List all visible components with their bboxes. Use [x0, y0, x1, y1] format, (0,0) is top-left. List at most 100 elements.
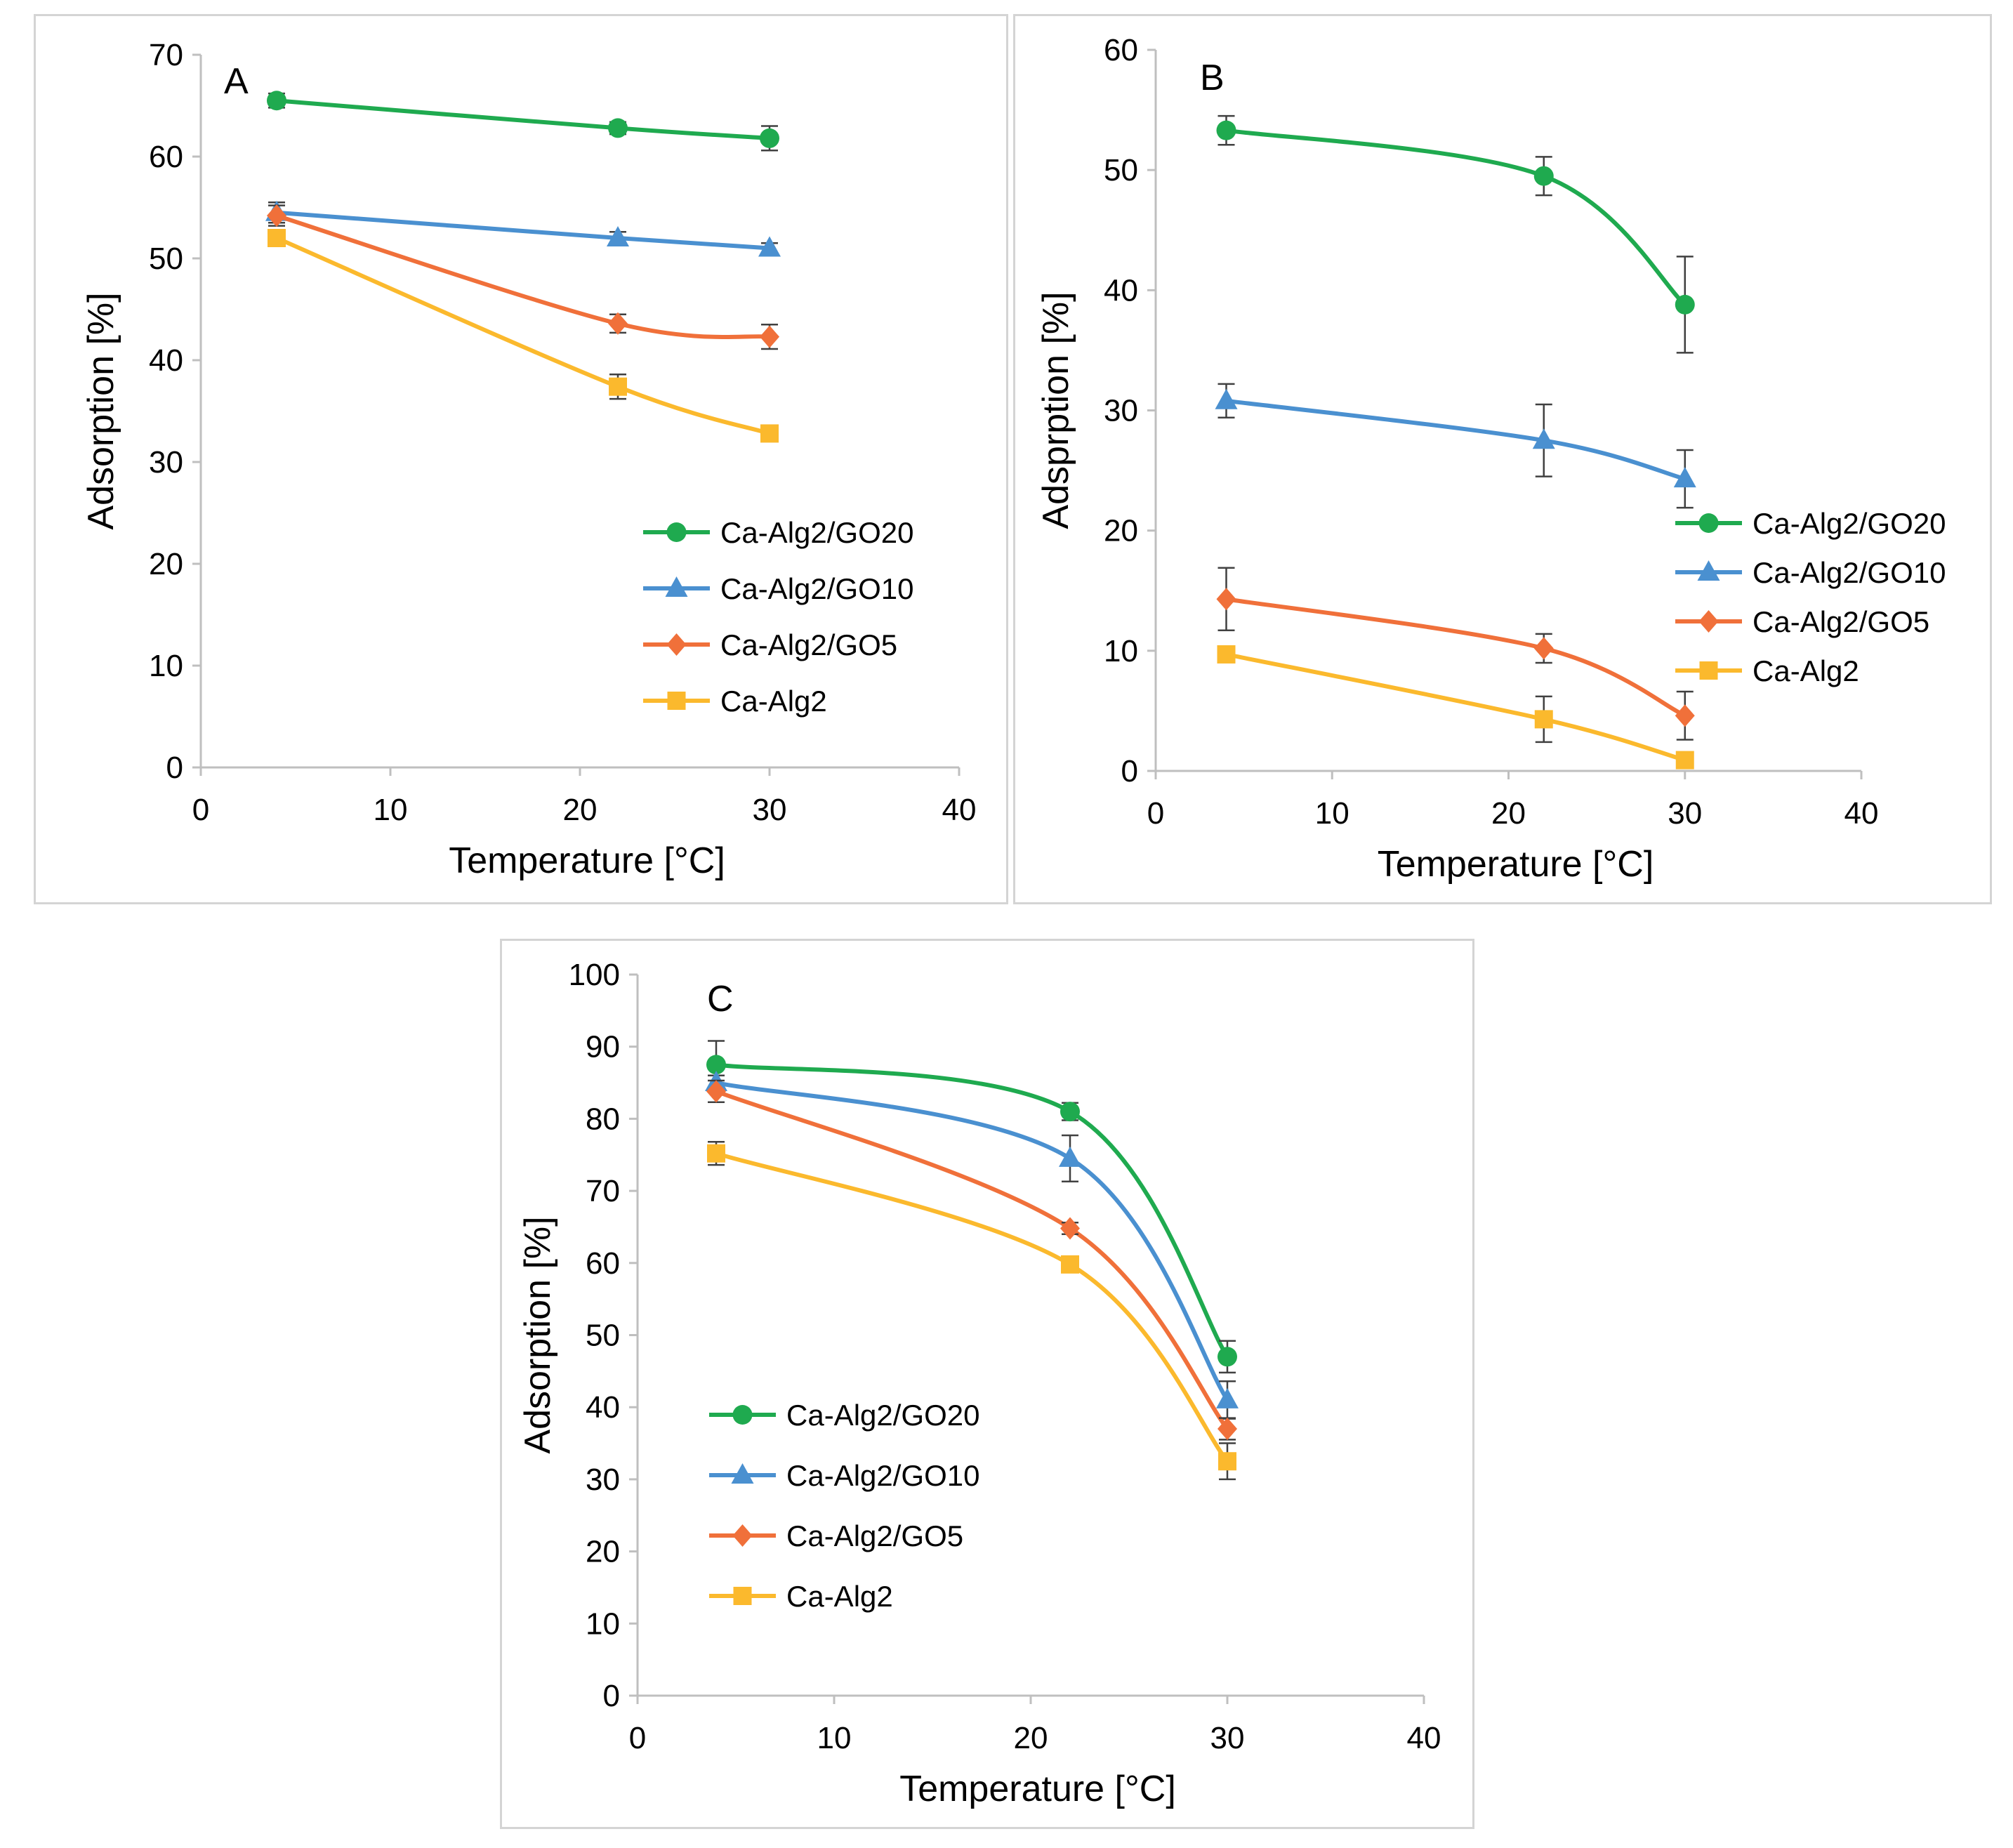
- data-point-ca-alg2-go10-b: [1215, 388, 1238, 409]
- series-line-ca-alg2-go10-a: [276, 210, 770, 251]
- legend-label-ca-alg2-c: Ca-Alg2: [786, 1580, 893, 1613]
- y-tick-label-c: 100: [569, 958, 620, 992]
- series-line-ca-alg2-a: [275, 236, 770, 436]
- series-line-ca-alg2-go5-c: [715, 1089, 1229, 1430]
- x-tick-label-b: 40: [1844, 796, 1879, 831]
- y-tick-label-a: 10: [149, 649, 183, 683]
- x-tick-label-b: 10: [1315, 796, 1349, 831]
- x-tick-label-c: 10: [817, 1721, 852, 1755]
- data-point-ca-alg2-go5-a: [760, 325, 779, 348]
- x-tick-label-b: 20: [1491, 796, 1526, 831]
- data-point-ca-alg2-go5-c: [1060, 1217, 1080, 1240]
- legend-marker-ca-alg2-go20-c: [732, 1405, 753, 1425]
- data-point-ca-alg2-go20-c: [706, 1055, 726, 1075]
- legend-label-ca-alg2-go10-a: Ca-Alg2/GO10: [720, 572, 913, 605]
- legend-label-ca-alg2-go5-b: Ca-Alg2/GO5: [1753, 605, 1929, 638]
- y-tick-label-b: 0: [1121, 754, 1138, 788]
- x-tick-label-c: 30: [1210, 1721, 1245, 1755]
- x-axis-title-b: Temperature [°C]: [1378, 844, 1654, 885]
- y-tick-label-a: 60: [149, 140, 183, 174]
- data-point-ca-alg2-go5-a: [267, 204, 286, 227]
- panel-letter-c: C: [707, 979, 734, 1019]
- data-point-ca-alg2-b: [1217, 645, 1236, 664]
- chart-panel-b: 0 10 20 30 40 50 60 0 10 20 30 40 Temperature [°C] Ad…: [1013, 14, 1992, 904]
- data-point-ca-alg2-go10-a: [607, 226, 629, 246]
- data-point-ca-alg2-go5-a: [608, 312, 628, 335]
- data-point-ca-alg2-go20-a: [267, 91, 286, 111]
- data-point-ca-alg2-go5-b: [1216, 588, 1236, 611]
- y-tick-label-a: 70: [149, 38, 183, 72]
- legend-label-ca-alg2-go5-c: Ca-Alg2/GO5: [786, 1519, 963, 1552]
- y-tick-label-b: 40: [1104, 273, 1138, 308]
- data-point-ca-alg2-go20-a: [760, 128, 779, 148]
- y-tick-label-a: 30: [149, 445, 183, 480]
- legend-marker-ca-alg2-go10-b: [1697, 560, 1720, 581]
- series-line-ca-alg2-c: [715, 1151, 1229, 1463]
- legend-marker-ca-alg2-c: [733, 1587, 752, 1605]
- x-tick-label-b: 30: [1668, 796, 1702, 831]
- x-tick-label-a: 40: [942, 793, 977, 827]
- series-line-ca-alg2-go20-c: [715, 1062, 1229, 1358]
- y-tick-label-c: 30: [586, 1463, 620, 1497]
- data-point-ca-alg2-go20-b: [1675, 294, 1695, 315]
- data-point-ca-alg2-a: [760, 424, 779, 443]
- data-point-ca-alg2-go20-c: [1217, 1347, 1237, 1367]
- y-tick-label-c: 90: [586, 1030, 620, 1064]
- data-point-ca-alg2-c: [707, 1144, 725, 1163]
- x-axis-title-a: Temperature [°C]: [449, 840, 725, 881]
- series-line-ca-alg2-go5-b: [1226, 597, 1687, 718]
- data-point-ca-alg2-go5-b: [1675, 704, 1695, 727]
- y-tick-label-a: 0: [166, 751, 183, 785]
- y-tick-label-b: 10: [1104, 634, 1138, 668]
- legend-marker-ca-alg2-go10-c: [731, 1463, 754, 1484]
- legend-label-ca-alg2-b: Ca-Alg2: [1753, 654, 1859, 687]
- legend-marker-ca-alg2-go10-a: [665, 576, 688, 597]
- y-tick-label-b: 20: [1104, 514, 1138, 548]
- panel-letter-a: A: [224, 61, 249, 102]
- legend-marker-ca-alg2-b: [1699, 661, 1718, 680]
- data-point-ca-alg2-go5-c: [1217, 1418, 1237, 1441]
- series-line-ca-alg2-go10-b: [1226, 398, 1686, 481]
- data-point-ca-alg2-b: [1675, 751, 1694, 770]
- legend-marker-ca-alg2-go20-b: [1698, 513, 1719, 533]
- y-axis-title-c: Adsorption [%]: [517, 1216, 558, 1453]
- legend-marker-ca-alg2-go5-a: [666, 633, 687, 656]
- legend-label-ca-alg2-go20-b: Ca-Alg2/GO20: [1753, 507, 1946, 540]
- data-point-ca-alg2-b: [1534, 710, 1553, 729]
- data-point-ca-alg2-c: [1061, 1255, 1079, 1274]
- chart-b-svg: 0 10 20 30 40 50 60 0 10 20 30 40 Temperature [°C] Ad…: [1036, 33, 1946, 885]
- legend-marker-ca-alg2-go5-b: [1698, 610, 1719, 633]
- y-tick-label-a: 50: [149, 242, 183, 276]
- y-tick-label-b: 50: [1104, 153, 1138, 187]
- series-line-ca-alg2-go5-a: [276, 213, 770, 339]
- x-tick-label-a: 30: [753, 793, 787, 827]
- x-tick-label-c: 0: [629, 1721, 646, 1755]
- y-tick-label-c: 70: [586, 1174, 620, 1208]
- chart-panel-c: 0 10 20 30 40 50 60 70 80 90 100 0 10 20 30 40 Temperatu…: [500, 939, 1474, 1829]
- y-tick-label-c: 20: [586, 1535, 620, 1569]
- y-tick-label-b: 60: [1104, 33, 1138, 67]
- data-point-ca-alg2-go10-b: [1673, 467, 1696, 488]
- y-tick-label-c: 50: [586, 1319, 620, 1353]
- data-point-ca-alg2-go10-b: [1532, 428, 1555, 449]
- data-point-ca-alg2-go20-c: [1060, 1102, 1080, 1122]
- data-point-ca-alg2-c: [1218, 1452, 1236, 1471]
- x-tick-label-a: 0: [192, 793, 209, 827]
- y-tick-label-c: 80: [586, 1102, 620, 1136]
- x-tick-label-a: 20: [563, 793, 598, 827]
- y-tick-label-c: 10: [586, 1606, 620, 1641]
- chart-c-svg: 0 10 20 30 40 50 60 70 80 90 100 0 10 20 30 40 Temperatu…: [517, 958, 1441, 1809]
- legend-marker-ca-alg2-go20-a: [666, 522, 687, 542]
- y-tick-label-c: 40: [586, 1390, 620, 1425]
- data-point-ca-alg2-go10-a: [758, 236, 781, 257]
- data-point-ca-alg2-go10-c: [1059, 1146, 1081, 1167]
- x-tick-label-a: 10: [374, 793, 408, 827]
- chart-panel-a: 0 10 20 30 40 50 60 70 0 10 20 30 40 Temperature [°C]…: [34, 14, 1008, 904]
- legend-label-ca-alg2-go20-a: Ca-Alg2/GO20: [720, 516, 913, 549]
- panel-letter-b: B: [1200, 58, 1225, 98]
- x-tick-label-c: 20: [1014, 1721, 1048, 1755]
- chart-a-svg: 0 10 20 30 40 50 60 70 0 10 20 30 40 Temperature [°C]…: [81, 38, 977, 881]
- data-point-ca-alg2-a: [609, 377, 627, 396]
- series-line-ca-alg2-b: [1225, 652, 1686, 763]
- data-point-ca-alg2-go5-c: [706, 1080, 726, 1103]
